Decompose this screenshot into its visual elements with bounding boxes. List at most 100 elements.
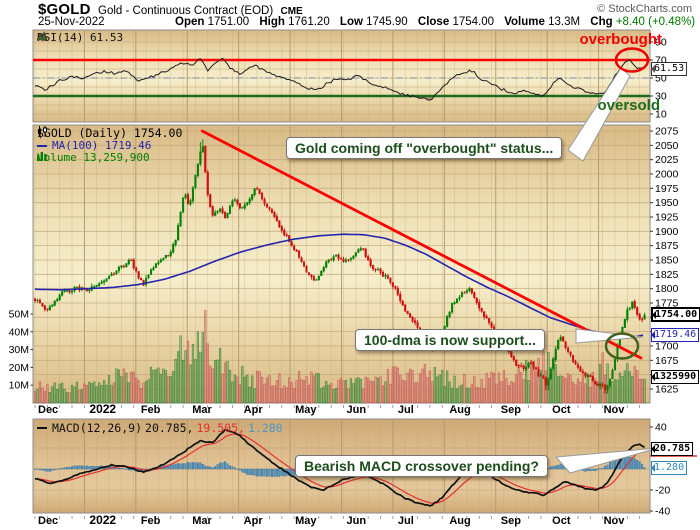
svg-text:Feb: Feb xyxy=(141,515,161,527)
svg-text:Nov: Nov xyxy=(604,515,626,527)
svg-text:2075: 2075 xyxy=(655,126,679,138)
low-value: 1745.90 xyxy=(366,16,408,28)
macd-value: 20.785, xyxy=(145,421,194,435)
svg-text:Dec: Dec xyxy=(38,515,58,527)
stockcharts-credit: © StockCharts.com xyxy=(597,3,692,15)
ticker-symbol: $GOLD xyxy=(38,1,91,18)
svg-text:1700: 1700 xyxy=(655,340,679,352)
svg-text:10: 10 xyxy=(655,109,667,121)
svg-text:1950: 1950 xyxy=(655,197,679,209)
svg-text:Jul: Jul xyxy=(398,515,414,527)
macd-legend: MACD(12,26,9) 20.785, 19.505, 1.280 xyxy=(37,421,283,435)
svg-text:Apr: Apr xyxy=(244,404,264,416)
volume-value: 13.3M xyxy=(548,16,581,28)
chg-value: +8.40 (+0.48%) xyxy=(615,16,696,28)
exchange-label: CME xyxy=(280,6,303,17)
quote-date: 25-Nov-2022 xyxy=(38,16,105,28)
svg-text:Oct: Oct xyxy=(552,404,571,416)
svg-text:1625: 1625 xyxy=(655,383,679,395)
macd-signal-value: 19.505, xyxy=(196,421,245,435)
svg-text:30: 30 xyxy=(655,91,667,103)
svg-text:50M: 50M xyxy=(9,309,29,321)
svg-text:Dec: Dec xyxy=(38,404,58,416)
svg-text:1900: 1900 xyxy=(655,226,679,238)
svg-text:1975: 1975 xyxy=(655,183,679,195)
svg-text:40: 40 xyxy=(655,422,667,434)
high-label: High xyxy=(259,16,285,28)
svg-text:Jun: Jun xyxy=(347,404,367,416)
low-label: Low xyxy=(339,16,363,28)
rsi-legend: RSI(14) 61.53 xyxy=(37,31,123,44)
svg-text:40M: 40M xyxy=(9,326,29,338)
svg-text:2000: 2000 xyxy=(655,168,679,180)
volume-bars-icon xyxy=(37,152,47,161)
svg-text:90: 90 xyxy=(655,37,667,49)
quote-row: Open 1751.00 High 1761.20 Low 1745.90 Cl… xyxy=(168,16,700,28)
candlestick-icon xyxy=(38,126,47,137)
svg-text:1875: 1875 xyxy=(655,240,679,252)
svg-text:Jul: Jul xyxy=(398,404,414,416)
rsi-legend-text: RSI(14) 61.53 xyxy=(37,31,124,44)
macd-value-box: 20.785 xyxy=(650,442,694,456)
svg-text:1675: 1675 xyxy=(655,355,679,367)
macd-name: MACD(12,26,9) xyxy=(52,421,143,435)
svg-text:Oct: Oct xyxy=(552,515,571,527)
svg-text:2022: 2022 xyxy=(89,402,116,416)
annotation-macd: Bearish MACD crossover pending? xyxy=(295,455,548,477)
ma-line-icon xyxy=(37,144,47,147)
rsi-value-box: 61.53 xyxy=(651,62,688,76)
volume-legend: Volume 13,259,900 xyxy=(37,151,150,164)
svg-text:1825: 1825 xyxy=(655,269,679,281)
svg-text:Feb: Feb xyxy=(141,404,161,416)
svg-text:1775: 1775 xyxy=(655,297,679,309)
volume-legend-text: Volume 13,259,900 xyxy=(37,151,150,164)
ma-value-box: 1719.46 xyxy=(651,328,700,342)
svg-text:Aug: Aug xyxy=(449,404,470,416)
svg-text:2025: 2025 xyxy=(655,154,679,166)
svg-text:-40: -40 xyxy=(655,506,670,518)
svg-text:1800: 1800 xyxy=(655,283,679,295)
overbought-label: overbought xyxy=(579,31,663,48)
ma-legend-text: MA(100) 1719.46 xyxy=(52,139,152,152)
symbol-description: Gold - Continuous Contract (EOD) xyxy=(98,5,274,17)
price-legend: $GOLD (Daily) 1754.00 xyxy=(37,126,182,140)
svg-text:1850: 1850 xyxy=(655,254,679,266)
rsi-area-icon xyxy=(37,31,47,41)
close-value: 1754.00 xyxy=(452,16,495,28)
annotation-overbought: Gold coming off "overbought" status... xyxy=(286,137,563,159)
svg-text:50: 50 xyxy=(655,73,667,85)
ma-legend: MA(100) 1719.46 xyxy=(37,139,151,152)
oversold-label: oversold xyxy=(597,97,660,114)
svg-text:May: May xyxy=(295,515,317,527)
svg-text:Apr: Apr xyxy=(244,515,264,527)
macd-hist-value: 1.280 xyxy=(247,421,283,435)
open-label: Open xyxy=(175,16,205,28)
up-triangle-icon: ▲ xyxy=(698,16,700,26)
volume-value-box: 1325990 xyxy=(651,370,700,384)
close-label: Close xyxy=(417,16,450,28)
svg-text:2022: 2022 xyxy=(89,513,116,527)
svg-text:Nov: Nov xyxy=(604,404,626,416)
svg-text:-20: -20 xyxy=(655,485,670,497)
svg-text:Aug: Aug xyxy=(449,515,470,527)
price-legend-text: $GOLD (Daily) 1754.00 xyxy=(37,126,183,140)
last-price-box: 1754.00 xyxy=(651,307,700,322)
svg-text:20M: 20M xyxy=(9,362,29,374)
svg-text:10M: 10M xyxy=(9,380,29,392)
macd-line-icon xyxy=(37,427,47,429)
open-value: 1751.00 xyxy=(207,16,250,28)
svg-text:2050: 2050 xyxy=(655,140,679,152)
svg-text:May: May xyxy=(295,404,317,416)
annotation-support: 100-dma is now support... xyxy=(355,329,545,351)
svg-text:Jun: Jun xyxy=(347,515,367,527)
high-value: 1761.20 xyxy=(288,16,330,28)
volume-label: Volume xyxy=(504,16,545,28)
macd-hist-box: 1.280 xyxy=(651,461,688,475)
svg-text:70: 70 xyxy=(655,55,667,67)
chg-label: Chg xyxy=(590,16,613,28)
svg-text:1925: 1925 xyxy=(655,211,679,223)
chart-header: $GOLD Gold - Continuous Contract (EOD) C… xyxy=(38,1,303,18)
svg-text:30M: 30M xyxy=(9,344,29,356)
